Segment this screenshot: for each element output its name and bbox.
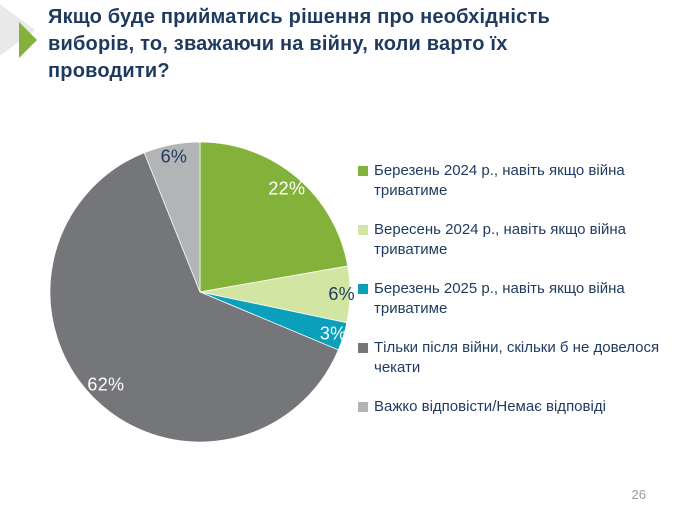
page-number: 26: [631, 487, 646, 502]
legend-label: Важко відповісти/Немає відповіді: [374, 398, 606, 415]
legend-label: Тільки після війни, скільки б не довелос…: [374, 339, 660, 376]
legend-marker-icon: [358, 166, 368, 176]
chart-legend: Березень 2024 р., навіть якщо війна трив…: [358, 161, 673, 436]
legend-item-0: Березень 2024 р., навіть якщо війна трив…: [358, 161, 673, 201]
legend-item-4: Важко відповісти/Немає відповіді: [358, 397, 673, 417]
legend-marker-icon: [358, 225, 368, 235]
title-bullet-decoration: [0, 4, 37, 58]
pie-slice-label-2: 3%: [320, 323, 347, 343]
green-arrow-icon: [19, 22, 37, 58]
legend-label: Березень 2024 р., навіть якщо війна трив…: [374, 162, 625, 199]
legend-marker-icon: [358, 402, 368, 412]
pie-slice-label-0: 22%: [268, 179, 305, 199]
pie-slice-0: [199, 141, 349, 293]
pie-slice-label-4: 6%: [161, 147, 188, 167]
pie-slice-3: [49, 152, 339, 443]
legend-marker-icon: [358, 284, 368, 294]
legend-item-2: Березень 2025 р., навіть якщо війна трив…: [358, 279, 673, 319]
pie-chart-area: 22% 6% 3% 62% 6%: [45, 137, 355, 447]
slide-title: Якщо буде прийматись рішення про необхід…: [48, 6, 550, 82]
pie-slice-label-1: 6%: [328, 284, 355, 304]
legend-label: Березень 2025 р., навіть якщо війна трив…: [374, 280, 625, 317]
pie-slice-4: [143, 141, 201, 293]
legend-item-1: Вересень 2024 р., навіть якщо війна трив…: [358, 220, 673, 260]
legend-item-3: Тільки після війни, скільки б не довелос…: [358, 338, 673, 378]
pie-chart: 22% 6% 3% 62% 6%: [49, 141, 355, 443]
legend-label: Вересень 2024 р., навіть якщо війна трив…: [374, 221, 626, 258]
gray-triangle-icon: [0, 4, 35, 56]
pie-slice-label-3: 62%: [87, 375, 124, 395]
legend-marker-icon: [358, 343, 368, 353]
